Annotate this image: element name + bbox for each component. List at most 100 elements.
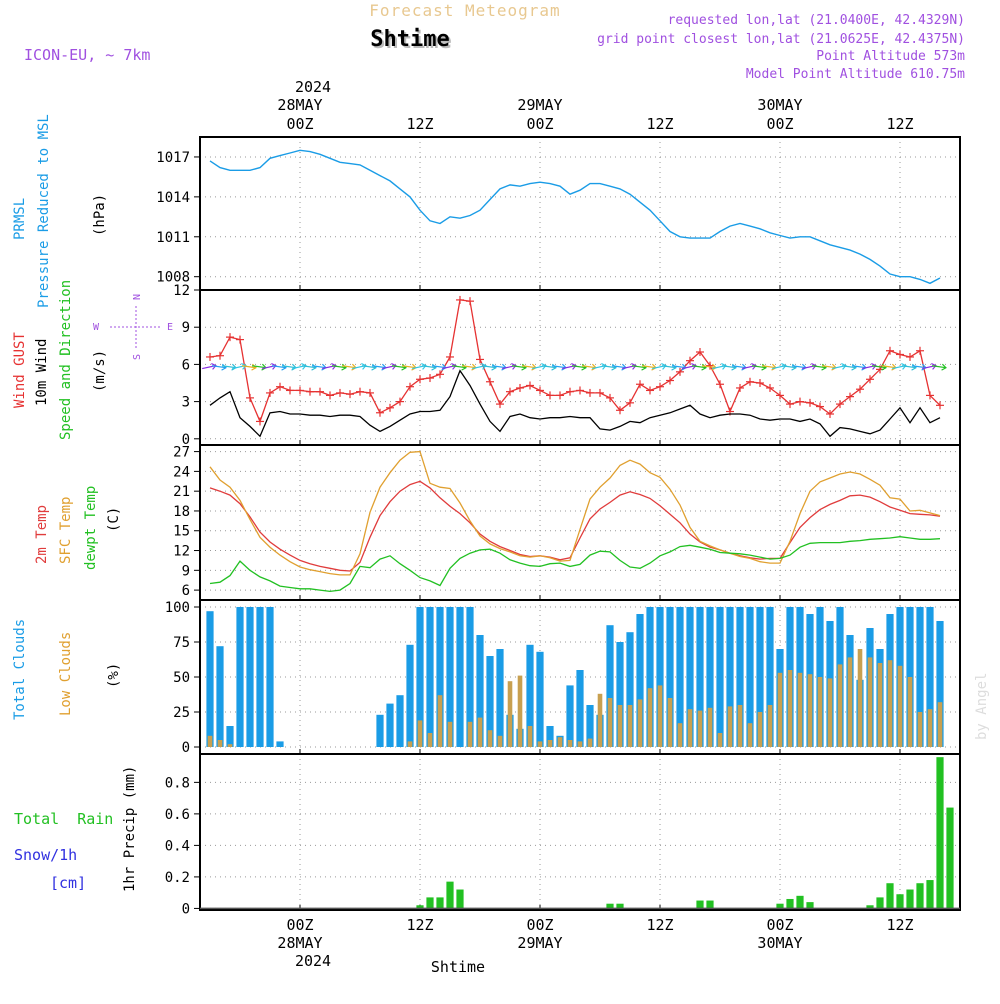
rain-bar [906,889,914,909]
cloud-unit-label: (%) [106,663,122,688]
y-tick-label: 50 [173,670,190,686]
panel-pressure: 1008 1011 1014 1017 [156,136,961,291]
low-cloud-bar [407,741,413,747]
y-tick-label: 100 [165,600,190,616]
wind-arrow-shaft [401,365,417,369]
low-cloud-bar [827,678,833,747]
low-cloud-bar [687,709,693,747]
total-cloud-bar [566,685,574,747]
top-date-label: 29MAY [517,96,562,114]
total-cloud-bar [616,642,624,747]
low-cloud-bar [837,664,843,747]
wind-arrow-head [361,362,367,370]
low-cloud-bar [217,740,223,747]
wind-arrow-head [721,362,727,370]
wind-arrow-shaft [881,365,897,369]
wind-arrow-head [521,363,527,371]
bottom-date-label: 28MAY [277,934,322,952]
total-cloud-bar [476,635,484,747]
low-cloud-bar [767,705,773,747]
wind-arrow-head [941,363,947,371]
wind-arrow-shaft [791,365,807,369]
grid-coords: grid point closest lon,lat (21.0625E, 42… [597,32,965,47]
total-cloud-bar [676,607,684,747]
low-cloud-bar [637,699,643,747]
wind-arrow-shaft [301,365,317,369]
bottom-date-label: 30MAY [757,934,802,952]
wind-arrow-shaft [491,365,507,369]
total-cloud-bar [666,607,674,747]
wind10-line [209,369,941,438]
low-cloud-bar [777,672,783,747]
low-cloud-bar [857,649,863,747]
bottom-year: 2024 [295,952,331,970]
total-cloud-bar [746,607,754,747]
wind-arrow [631,363,647,371]
total-cloud-bar [216,646,224,747]
y-tick-label: 6 [182,583,190,599]
low-cloud-bar [657,685,663,747]
panel-clouds: 0 25 50 75 100 [165,599,961,756]
wind-arrow-head [691,362,697,370]
y-tick-label: 1014 [156,190,190,206]
total-cloud-bar [236,607,244,747]
wind-arrow-shaft [361,365,377,369]
low-cloud-bar [737,705,743,747]
y-tick-label: 15 [173,524,190,540]
wind-arrow-shaft [901,365,917,369]
total-cloud-bar [396,695,404,747]
rain-bar [916,883,924,909]
total-cloud-bar [606,625,614,747]
wind-arrow-shaft [821,365,837,369]
wind-arrow-head [841,362,847,370]
wind-arrow-shaft [551,365,567,369]
wind-arrow [871,363,887,371]
wind-arrow-shaft [251,365,267,369]
wind-arrow-head [431,363,437,371]
wind-arrow-head [761,363,767,371]
total-cloud-bar [406,644,414,747]
model-label: ICON-EU, ~ 7km [24,46,150,64]
wind-arrow-head [551,363,557,371]
total-cloud-bar [386,703,394,747]
wind-arrow-head [451,362,457,370]
top-tick-label: 00Z [526,115,553,133]
rain-label: Total Rain [14,810,113,828]
wind-arrow [451,363,467,371]
total-cloud-bar [646,607,654,747]
y-tick-label: 0.2 [165,870,190,886]
rain-bar [436,897,444,909]
rain-bar [426,897,434,909]
low-cloud-bar [557,737,563,747]
rain-bar [896,894,904,909]
low-cloud-bar [667,698,673,747]
wind-arrow-head [601,362,607,370]
low-cloud-bar [447,721,453,747]
total-cloud-bar [586,705,594,747]
wind-arrow [331,363,347,371]
y-tick-label: 3 [182,395,190,411]
bottom-tick-label: 12Z [646,916,673,934]
top-tick-label: 00Z [286,115,313,133]
wind-arrow-head [571,362,577,370]
total-cloud-bar [656,607,664,747]
wind-arrow-head [671,363,677,371]
total-cloud-bar [446,607,454,747]
y-tick-label: 27 [173,445,190,461]
total-cloud-bar [756,607,764,747]
wind-arrow [511,363,527,371]
wind-arrow-shaft [331,365,347,369]
wind-arrow-shaft [341,365,357,369]
bottom-date-label: 29MAY [517,934,562,952]
low-cloud-bar [537,741,543,747]
wind-arrow-shaft [521,365,537,369]
wind-arrow-shaft [871,365,887,369]
bottom-tick-label: 00Z [766,916,793,934]
wind-arrow-head [731,363,737,371]
footer-station: Shtime [431,958,485,976]
low-cloud-bar [727,706,733,747]
low-cloud-bar [677,723,683,747]
low-cloud-bar [607,698,613,747]
rain-bar [796,895,804,909]
low-cloud-bar [927,709,933,747]
